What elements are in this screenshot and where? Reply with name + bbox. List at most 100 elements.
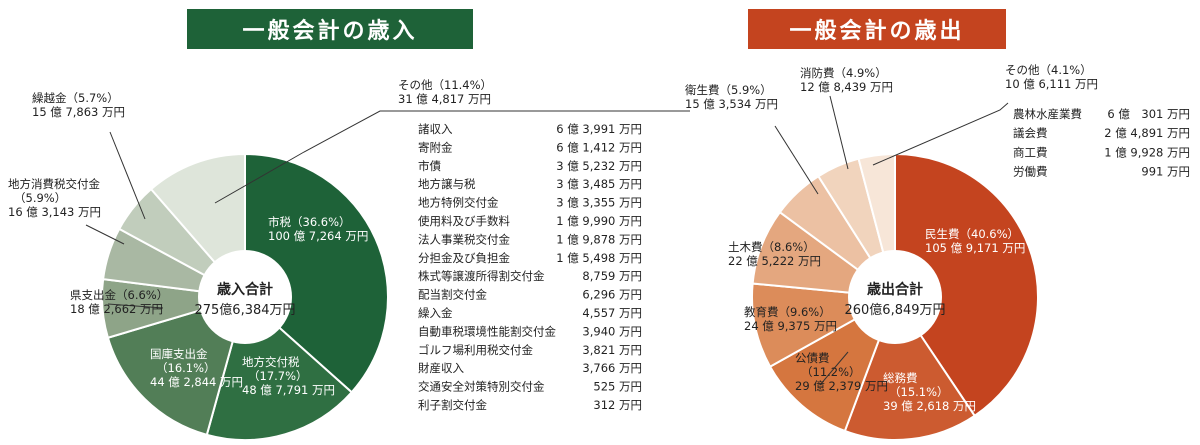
breakdown-item-amount: 991 万円 bbox=[1141, 165, 1190, 179]
slice-label-amount: 48 億 7,791 万円 bbox=[242, 383, 335, 397]
leader-line bbox=[85, 224, 125, 245]
pie-slice-3 bbox=[106, 295, 247, 437]
breakdown-item-name: 繰入金 bbox=[418, 306, 453, 320]
breakdown-item-amount: 1 億 5,498 万円 bbox=[556, 251, 642, 265]
leader-line bbox=[214, 110, 690, 204]
breakdown-item-amount: 2 億 4,891 万円 bbox=[1104, 126, 1190, 140]
breakdown-item-name: ゴルフ場利用税交付金 bbox=[418, 343, 533, 357]
center-title: 歳出合計 bbox=[867, 281, 923, 298]
breakdown-item-amount: 3,766 万円 bbox=[582, 361, 642, 375]
center-total: 275億6,384万円 bbox=[194, 302, 295, 318]
breakdown-item-name: 自動車税環境性能割交付金 bbox=[418, 324, 556, 338]
leader-line bbox=[829, 95, 849, 170]
breakdown-item-name: 商工費 bbox=[1013, 145, 1048, 159]
breakdown-item-amount: 6 億 1,412 万円 bbox=[556, 140, 642, 154]
breakdown-item-name: 配当割交付金 bbox=[418, 288, 487, 302]
slice-label-percent: （5.9%） bbox=[14, 191, 66, 205]
slice-label-name: 繰越金（5.7%） bbox=[32, 91, 119, 105]
slice-label-amount: 31 億 4,817 万円 bbox=[398, 92, 491, 106]
slice-label-percent: （17.7%） bbox=[248, 369, 308, 383]
chart-title-banner bbox=[187, 9, 473, 49]
breakdown-item-amount: 312 万円 bbox=[593, 398, 642, 412]
slice-label-amount: 100 億 7,264 万円 bbox=[268, 229, 368, 243]
leader-line bbox=[774, 125, 819, 195]
slice-label-amount: 105 億 9,171 万円 bbox=[925, 241, 1025, 255]
slice-label-name: 民生費（40.6%） bbox=[925, 227, 1019, 241]
slice-label-amount: 39 億 2,618 万円 bbox=[883, 399, 976, 413]
donut-center bbox=[198, 250, 292, 344]
chart-title-banner bbox=[748, 9, 1006, 49]
breakdown-item-name: 諸収入 bbox=[418, 122, 453, 136]
slice-label-amount: 15 億 7,863 万円 bbox=[32, 105, 125, 119]
slice-label-name: 地方交付税 bbox=[242, 355, 300, 369]
slice-label-name: 教育費（9.6%） bbox=[744, 305, 831, 319]
breakdown-item-amount: 1 億 9,878 万円 bbox=[556, 232, 642, 246]
slice-label-amount: 24 億 9,375 万円 bbox=[744, 319, 837, 333]
breakdown-item-name: 地方特例交付金 bbox=[418, 196, 499, 210]
breakdown-item-name: 交通安全対策特別交付金 bbox=[418, 380, 545, 394]
slice-label-percent: （15.1%） bbox=[889, 385, 949, 399]
slice-label-name: その他（4.1%） bbox=[1005, 63, 1092, 77]
center-total: 260億6,849万円 bbox=[844, 302, 945, 318]
breakdown-item-name: 法人事業税交付金 bbox=[418, 232, 510, 246]
slice-label-amount: 10 億 6,111 万円 bbox=[1005, 77, 1098, 91]
leader-line bbox=[819, 351, 849, 386]
pie-slice-1 bbox=[244, 152, 389, 394]
slice-label-amount: 12 億 8,439 万円 bbox=[800, 80, 893, 94]
breakdown-item-amount: 3 億 5,232 万円 bbox=[556, 159, 642, 173]
breakdown-item-name: 労働費 bbox=[1013, 165, 1048, 179]
leader-line bbox=[872, 102, 1009, 166]
breakdown-item-name: 市債 bbox=[418, 159, 441, 173]
chart-title: 一般会計の歳出 bbox=[789, 18, 964, 44]
slice-label-amount: 44 億 2,844 万円 bbox=[150, 375, 243, 389]
breakdown-item-amount: 3,940 万円 bbox=[582, 324, 642, 338]
slice-label-name: 県支出金（6.6%） bbox=[70, 288, 168, 302]
slice-label-name: 土木費（8.6%） bbox=[728, 240, 815, 254]
slice-label-amount: 22 億 5,222 万円 bbox=[728, 254, 821, 268]
slice-label-name: 衛生費（5.9%） bbox=[685, 83, 772, 97]
slice-label-name: 国庫支出金 bbox=[150, 347, 208, 361]
breakdown-item-name: 農林水産業費 bbox=[1013, 107, 1082, 121]
slice-label-amount: 16 億 3,143 万円 bbox=[8, 205, 101, 219]
breakdown-item-amount: 6 億 301 万円 bbox=[1107, 107, 1190, 121]
breakdown-item-amount: 3,821 万円 bbox=[582, 343, 642, 357]
slice-label-name: 公債費 bbox=[795, 351, 830, 365]
breakdown-item-amount: 3 億 3,485 万円 bbox=[556, 177, 642, 191]
breakdown-item-name: 財産収入 bbox=[418, 361, 464, 375]
slice-label-name: 地方消費税交付金 bbox=[8, 177, 100, 191]
slice-label-amount: 15 億 3,534 万円 bbox=[685, 97, 778, 111]
breakdown-item-amount: 4,557 万円 bbox=[582, 306, 642, 320]
center-title: 歳入合計 bbox=[217, 281, 273, 298]
pie-slice-1 bbox=[894, 152, 1039, 418]
breakdown-item-amount: 6,296 万円 bbox=[582, 288, 642, 302]
breakdown-item-name: 地方譲与税 bbox=[418, 177, 476, 191]
breakdown-item-amount: 6 億 3,991 万円 bbox=[556, 122, 642, 136]
chart-title: 一般会計の歳入 bbox=[242, 18, 417, 44]
breakdown-item-name: 寄附金 bbox=[418, 140, 453, 154]
slice-label-name: 消防費（4.9%） bbox=[800, 66, 887, 80]
slice-label-name: 市税（36.6%） bbox=[268, 215, 351, 229]
slice-label-percent: （11.2%） bbox=[801, 365, 861, 379]
breakdown-item-name: 株式等譲渡所得割交付金 bbox=[418, 269, 545, 283]
breakdown-item-amount: 1 億 9,990 万円 bbox=[556, 214, 642, 228]
breakdown-item-name: 利子割交付金 bbox=[418, 398, 487, 412]
leader-line bbox=[107, 303, 164, 309]
breakdown-item-name: 分担金及び負担金 bbox=[418, 251, 510, 265]
breakdown-item-amount: 1 億 9,928 万円 bbox=[1104, 145, 1190, 159]
donut-center bbox=[848, 250, 942, 344]
slice-label-name: 総務費 bbox=[883, 371, 918, 385]
breakdown-item-amount: 525 万円 bbox=[593, 380, 642, 394]
leader-line bbox=[109, 131, 146, 220]
breakdown-item-amount: 8,759 万円 bbox=[582, 269, 642, 283]
slice-label-percent: （16.1%） bbox=[156, 361, 216, 375]
breakdown-item-name: 使用料及び手数料 bbox=[418, 214, 510, 228]
breakdown-item-amount: 3 億 3,355 万円 bbox=[556, 196, 642, 210]
breakdown-item-name: 議会費 bbox=[1013, 126, 1048, 140]
slice-label-name: その他（11.4%） bbox=[398, 78, 492, 92]
slice-label-amount: 29 億 2,379 万円 bbox=[795, 379, 888, 393]
pie-slice-2 bbox=[843, 294, 977, 441]
